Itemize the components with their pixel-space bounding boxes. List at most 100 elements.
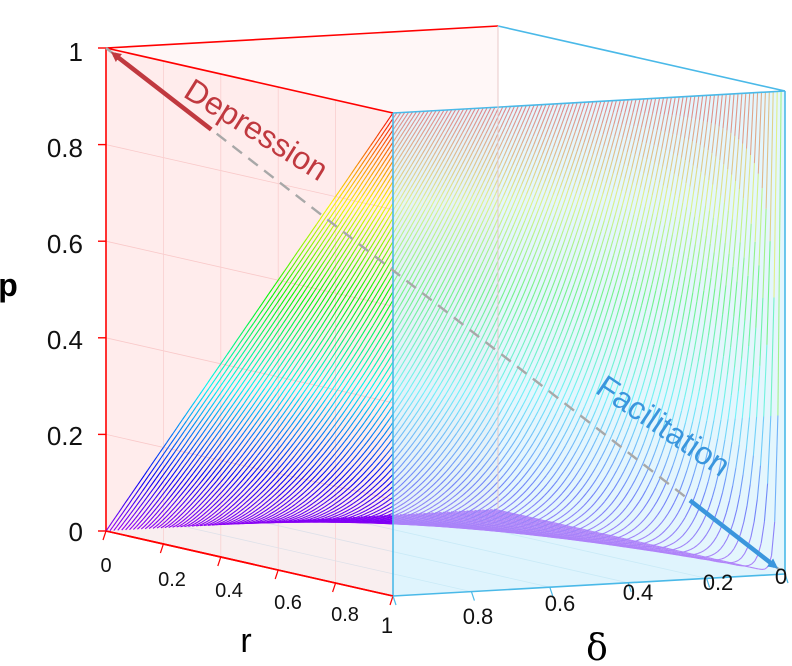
surface-curve-segment xyxy=(372,518,376,521)
surface-curve-segment xyxy=(347,508,352,511)
surface-curve-segment xyxy=(384,511,389,515)
surface-curve-segment xyxy=(318,518,322,521)
surface-curve-segment xyxy=(382,505,387,509)
surface-curve-segment xyxy=(340,508,344,512)
surface-curve-segment xyxy=(351,519,355,521)
surface-curve-segment xyxy=(370,520,374,523)
surface-curve-segment xyxy=(337,510,341,514)
surface-curve-segment xyxy=(374,513,378,516)
surface-curve-segment xyxy=(349,499,353,503)
surface-curve-segment xyxy=(373,494,378,498)
surface-curve-segment xyxy=(364,505,369,508)
surface-curve-segment xyxy=(387,463,392,468)
surface-curve-segment xyxy=(310,517,314,520)
surface-curve-segment xyxy=(340,519,345,522)
surface-curve-segment xyxy=(387,510,392,513)
surface-curve-segment xyxy=(329,511,334,514)
surface-curve-segment xyxy=(346,516,350,519)
surface-curve-segment xyxy=(364,517,369,520)
surface-curve-segment xyxy=(368,506,373,510)
surface-curve-segment xyxy=(384,472,389,477)
surface-curve-segment xyxy=(379,504,383,508)
surface-curve-segment xyxy=(351,520,356,522)
surface-curve-segment xyxy=(329,518,333,521)
surface-curve-segment xyxy=(344,510,348,513)
surface-curve-segment xyxy=(333,520,338,522)
surface-curve-segment xyxy=(379,489,384,493)
surface-curve-segment xyxy=(355,513,360,516)
surface-curve-segment xyxy=(380,510,385,514)
surface-curve-segment xyxy=(357,517,362,520)
surface-curve-segment xyxy=(375,517,380,520)
grid-line xyxy=(105,144,394,210)
surface-curve-segment xyxy=(386,518,391,521)
surface-curve-segment xyxy=(370,496,375,501)
surface-curve-segment xyxy=(387,469,393,474)
surface-curve-segment xyxy=(322,520,327,522)
surface-curve-segment xyxy=(349,502,354,506)
surface-curve-segment xyxy=(376,519,380,522)
surface-curve-segment xyxy=(375,506,380,509)
surface-curve-segment xyxy=(316,514,321,518)
surface-curve-segment xyxy=(339,505,344,509)
surface-curve-segment xyxy=(358,518,362,521)
surface-curve-segment xyxy=(325,519,330,522)
surface-curve-segment xyxy=(388,474,393,479)
surface-curve-segment xyxy=(377,520,381,523)
surface-curve-segment xyxy=(333,509,337,513)
surface-curve-segment xyxy=(353,516,358,519)
surface-curve-segment xyxy=(375,487,380,491)
surface-curve-segment xyxy=(359,495,364,500)
surface-curve-segment xyxy=(339,517,343,520)
surface-curve-segment xyxy=(364,486,369,490)
surface-curve-segment xyxy=(366,520,370,522)
surface-curve-segment xyxy=(365,518,369,521)
surface-curve-segment xyxy=(297,520,301,523)
surface-curve-segment xyxy=(318,519,323,522)
surface-curve-segment xyxy=(372,485,376,489)
surface-curve-segment xyxy=(380,493,385,498)
surface-curve-segment xyxy=(326,510,330,513)
surface-curve-segment xyxy=(373,520,377,522)
surface-curve-segment xyxy=(351,509,355,513)
grid-line xyxy=(105,337,394,404)
surface-curve-segment xyxy=(369,492,374,497)
surface-curve-segment xyxy=(366,513,371,517)
surface-curve-segment xyxy=(389,515,393,518)
surface-curve-segment xyxy=(374,515,379,519)
red-edge xyxy=(105,47,394,114)
surface-curve-segment xyxy=(311,520,316,522)
surface-curve-segment xyxy=(362,519,366,522)
surface-curve-segment xyxy=(347,519,352,522)
surface-curve-segment xyxy=(371,514,375,518)
surface-curve-segment xyxy=(385,516,390,519)
surface-curve-segment xyxy=(331,515,336,519)
surface-curve-segment xyxy=(371,516,376,520)
surface-curve-segment xyxy=(355,510,359,514)
surface-curve-segment xyxy=(347,518,351,521)
surface-curve-segment xyxy=(342,516,347,519)
surface-curve-segment xyxy=(354,507,359,511)
surface-curve-segment xyxy=(375,482,380,486)
surface-curve-segment xyxy=(378,514,382,517)
surface-curve-segment xyxy=(326,512,331,516)
surface-curve-segment xyxy=(307,519,312,522)
surface-curve-segment xyxy=(343,517,347,520)
surface-curve-segment xyxy=(385,478,390,482)
surface-curve-segment xyxy=(359,514,364,517)
surface-curve-segment xyxy=(315,520,319,522)
surface-curve-segment xyxy=(356,502,361,506)
surface-curve-segment xyxy=(387,488,391,492)
surface-curve-segment xyxy=(382,515,386,518)
surface-curve-segment xyxy=(369,519,373,522)
surface-curve-segment xyxy=(362,510,367,513)
surface-curve-segment xyxy=(348,513,353,516)
surface-curve-segment xyxy=(385,514,389,517)
surface-curve-segment xyxy=(363,497,368,501)
surface-curve-segment xyxy=(377,512,381,515)
surface-curve-segment xyxy=(340,518,344,521)
surface-curve-segment xyxy=(314,517,318,520)
surface-curve-segment xyxy=(378,516,383,519)
surface-curve-segment xyxy=(374,502,379,506)
surface-curve-segment xyxy=(308,520,312,523)
